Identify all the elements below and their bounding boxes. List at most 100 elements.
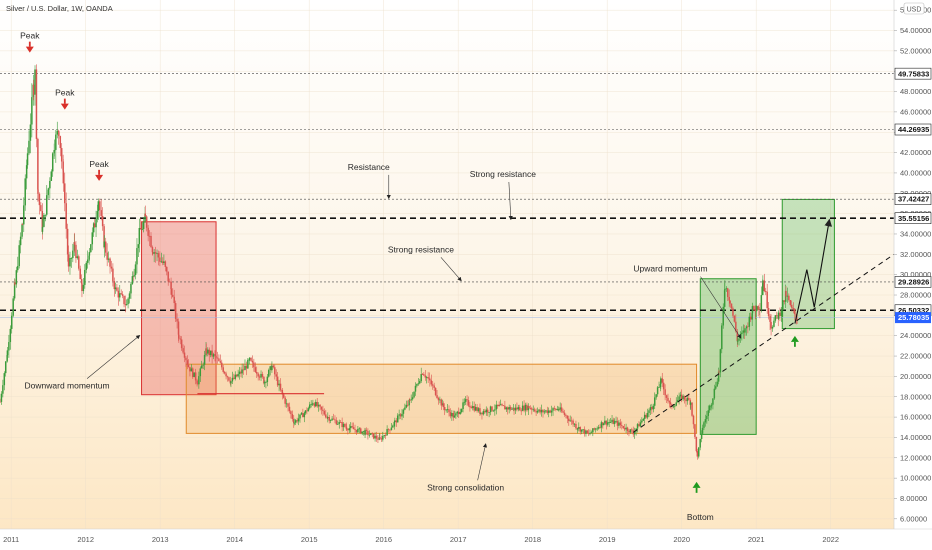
consolidation-pointer xyxy=(477,443,488,481)
time-tick-label: 2015 xyxy=(301,535,318,544)
candle-body xyxy=(792,308,795,310)
candle-body xyxy=(789,299,792,306)
candle-body xyxy=(469,405,471,408)
candle-body xyxy=(725,288,728,290)
candle-body xyxy=(123,295,125,305)
time-tick-label: 2019 xyxy=(599,535,616,544)
candle-body xyxy=(84,269,86,285)
candle-body xyxy=(349,426,352,429)
candle-body xyxy=(678,396,680,401)
candle-body xyxy=(643,414,646,419)
candle-body xyxy=(370,433,372,435)
candle-body xyxy=(325,414,327,418)
candle-body xyxy=(0,393,3,402)
candle-body xyxy=(322,409,324,412)
candle-body xyxy=(287,403,289,407)
candle-body xyxy=(774,315,777,321)
candle-body xyxy=(185,357,187,361)
candle-body xyxy=(317,404,320,407)
candle-body xyxy=(727,288,729,297)
candle-body xyxy=(769,316,771,322)
candle-body xyxy=(760,295,763,310)
candle-body xyxy=(368,434,371,436)
candle-body xyxy=(58,132,60,137)
candle-body xyxy=(511,408,513,410)
candle-body xyxy=(398,414,400,416)
candle-body xyxy=(285,403,288,405)
candle-body xyxy=(679,394,682,397)
candle-body xyxy=(8,342,10,351)
candle-body xyxy=(767,308,770,317)
candle-body xyxy=(28,140,30,154)
candle-body xyxy=(404,407,406,410)
candle-body xyxy=(482,411,485,415)
candle-body xyxy=(609,422,612,423)
candle-body xyxy=(12,298,14,316)
candle-body xyxy=(131,276,134,284)
currency-badge[interactable]: USD xyxy=(903,2,925,15)
candle-body xyxy=(542,409,544,413)
candle-body xyxy=(137,244,140,249)
candle-body xyxy=(710,404,713,406)
candle-body xyxy=(355,429,358,433)
candle-body xyxy=(24,178,26,206)
candle-body xyxy=(31,97,33,125)
candle-body xyxy=(389,429,391,431)
candle-body xyxy=(228,377,230,381)
time-tick-label: 2014 xyxy=(226,535,243,544)
time-axis[interactable]: 2011 2012 2013 2014 2015 2016 2017 2018 2019 2020… xyxy=(0,528,932,550)
candle-body xyxy=(257,373,259,377)
candle-body xyxy=(238,371,241,374)
candle-body xyxy=(250,357,252,361)
candle-body xyxy=(91,232,94,245)
candle-body xyxy=(186,360,189,365)
candle-body xyxy=(93,223,96,228)
candle-body xyxy=(173,296,175,304)
candle-body xyxy=(358,428,361,430)
candle-body xyxy=(198,376,200,385)
price-tick-label: 18.00000 xyxy=(900,392,931,401)
candle-body xyxy=(667,397,669,402)
candle-body xyxy=(779,312,781,317)
candle-body xyxy=(282,394,285,398)
candle-body xyxy=(163,261,165,263)
candle-body xyxy=(117,290,120,298)
candle-body xyxy=(524,404,527,411)
candle-body xyxy=(748,316,751,327)
candle-body xyxy=(222,367,224,372)
candle-body xyxy=(223,371,226,374)
candle-body xyxy=(420,374,422,382)
candle-body xyxy=(352,427,355,430)
candle-body xyxy=(549,410,551,413)
price-tick-label: 40.00000 xyxy=(900,168,931,177)
candle-body xyxy=(255,371,258,374)
candle-body xyxy=(290,411,292,415)
candle-body xyxy=(476,407,478,412)
candle-body xyxy=(589,433,591,435)
level-badge xyxy=(894,276,932,288)
candle-body xyxy=(695,436,698,452)
candle-body xyxy=(196,380,198,384)
time-tick-label: 2018 xyxy=(524,535,541,544)
candle-body xyxy=(619,422,622,426)
candle-body xyxy=(674,405,676,407)
candle-body xyxy=(64,183,66,204)
candle-body xyxy=(568,418,570,421)
candle-body xyxy=(538,409,540,411)
candle-body xyxy=(320,406,323,410)
candle-body xyxy=(374,435,376,439)
candle-body xyxy=(86,259,89,263)
candle-body xyxy=(101,215,104,227)
candle-body xyxy=(466,399,468,401)
candle-body xyxy=(164,261,167,267)
candle-body xyxy=(712,398,714,405)
candle-body xyxy=(446,409,449,411)
price-tick-label: 52.00000 xyxy=(900,46,931,55)
candle-body xyxy=(698,447,700,457)
price-axis[interactable]: 6.00000 8.00000 10.00000 12.00000 14.00000 16… xyxy=(893,0,932,550)
candle-body xyxy=(303,413,306,418)
candle-body xyxy=(636,424,639,429)
candle-body xyxy=(300,412,303,415)
